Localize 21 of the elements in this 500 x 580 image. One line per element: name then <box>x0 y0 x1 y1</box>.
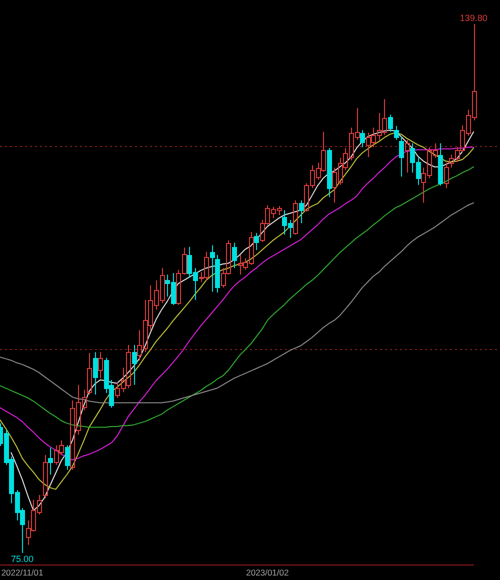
candlestick <box>360 130 365 148</box>
candlestick <box>98 352 103 379</box>
candlestick <box>444 162 449 189</box>
candlestick <box>299 200 304 224</box>
candlestick <box>327 148 332 198</box>
x-tick-label: 2023/01/02 <box>246 567 289 578</box>
x-tick-label: 2022/11/01 <box>1 567 44 578</box>
candlestick <box>43 454 48 499</box>
candlestick <box>210 244 215 292</box>
candlestick <box>399 136 404 178</box>
candlestick <box>93 352 98 396</box>
candlestick <box>132 344 137 386</box>
candlestick <box>405 139 410 174</box>
annotation: 139.80 <box>460 12 488 23</box>
candlestick <box>48 447 53 476</box>
candlestick <box>438 142 443 186</box>
annotation: 75.00 <box>11 554 34 564</box>
candlestick <box>215 254 220 294</box>
candlestick <box>87 352 92 396</box>
candlestick <box>254 232 259 251</box>
candlestick <box>232 242 237 269</box>
